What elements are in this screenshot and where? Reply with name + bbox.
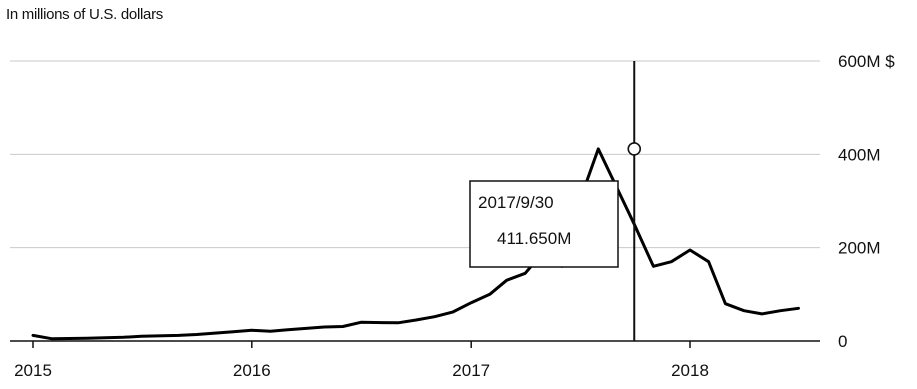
tooltip-date: 2017/9/30 [478, 193, 554, 212]
y-tick-label: 0 [838, 332, 847, 351]
y-tick-label: 200M [838, 239, 881, 258]
x-tick-label: 2017 [452, 361, 490, 380]
gridlines [10, 60, 820, 342]
tooltip-box [469, 180, 619, 268]
x-axis-tick-labels: 2015 2016 2017 2018 [14, 341, 709, 380]
tooltip-value: 411.650M [497, 229, 571, 248]
series-line [31, 147, 800, 341]
tooltip: 2017/9/30 411.650M [469, 180, 619, 268]
y-tick-label: 600M $ [838, 52, 895, 71]
x-tick-label: 2016 [233, 361, 271, 380]
highlight-point [627, 142, 642, 156]
y-tick-label: 400M [838, 145, 881, 164]
y-axis-tick-labels: 0 200M 400M 600M $ [838, 52, 895, 351]
x-tick-label: 2015 [14, 361, 52, 380]
chart-subtitle: In millions of U.S. dollars [6, 6, 163, 23]
x-tick-label: 2018 [671, 361, 709, 380]
